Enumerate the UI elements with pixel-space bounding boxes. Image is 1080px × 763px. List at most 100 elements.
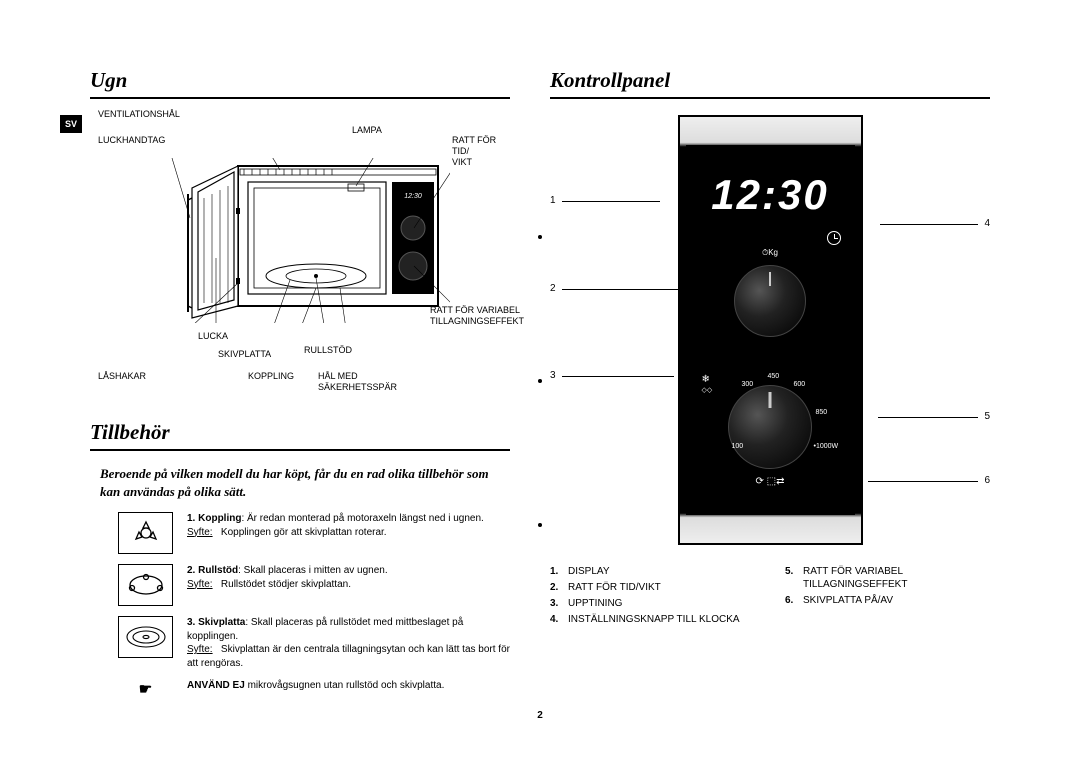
- callout-3: 3: [550, 370, 556, 381]
- right-column: Kontrollpanel 1 2 3 4 5 6 12:30: [550, 68, 990, 733]
- legend-text: SKIVPLATTA PÅ/AV: [803, 594, 893, 607]
- acc-body: : Är redan monterad på motoraxeln längst…: [241, 513, 483, 524]
- accessory-item: 3. Skivplatta: Skall placeras på rullstö…: [118, 616, 510, 670]
- display: 12:30: [701, 165, 840, 225]
- warn-body: mikrovågsugnen utan rullstöd och skivpla…: [245, 680, 445, 691]
- acc-title: Skivplatta: [198, 617, 245, 628]
- legend-num: 4.: [550, 613, 562, 626]
- power-850: 850: [816, 409, 828, 416]
- time-weight-knob[interactable]: [734, 265, 806, 337]
- label-luckhandtag: LUCKHANDTAG: [98, 135, 165, 146]
- power-450: 450: [768, 373, 780, 380]
- callout-5: 5: [984, 411, 990, 422]
- power-300: 300: [742, 381, 754, 388]
- legend-num: 6.: [785, 594, 797, 607]
- legend-num: 3.: [550, 597, 562, 610]
- callout-1: 1: [550, 195, 556, 206]
- syfte-label: Syfte:: [187, 644, 213, 655]
- legend: 1. DISPLAY 2. RATT FÖR TID/VIKT 3. UPPTININ…: [550, 565, 990, 629]
- coupler-icon: [118, 512, 173, 554]
- panel-outer: 12:30 ⏱Kg ❄◇◇ 300 450 600 850 100 •1000W…: [678, 115, 863, 545]
- svg-text:12:30: 12:30: [404, 193, 422, 200]
- control-panel-diagram: 1 2 3 4 5 6 12:30 ⏱Kg: [550, 115, 990, 545]
- legend-text: DISPLAY: [568, 565, 610, 578]
- pointer-icon: ☛: [118, 680, 173, 698]
- acc-num: 2.: [187, 565, 195, 576]
- accessory-item: 2. Rullstöd: Skall placeras i mitten av …: [118, 564, 510, 606]
- acc-title: Rullstöd: [198, 565, 238, 576]
- warning-row: ☛ ANVÄND EJ mikrovågsugnen utan rullstöd…: [90, 680, 510, 698]
- callout-6: 6: [984, 475, 990, 486]
- power-100: 100: [732, 443, 744, 450]
- accessory-list: 1. Koppling: Är redan monterad på motora…: [90, 512, 510, 670]
- acc-num: 3.: [187, 617, 195, 628]
- label-skivplatta: SKIVPLATTA: [218, 349, 271, 360]
- acc-num: 1.: [187, 513, 195, 524]
- left-column: Ugn: [90, 68, 510, 733]
- callout-line: [880, 224, 978, 225]
- turntable-icon: [118, 616, 173, 658]
- legend-text: UPPTINING: [568, 597, 622, 610]
- oven-svg: 12:30: [160, 158, 450, 323]
- legend-item: 1. DISPLAY: [550, 565, 755, 578]
- accessory-text: 1. Koppling: Är redan monterad på motora…: [187, 512, 510, 554]
- label-ratt-var: RATT FÖR VARIABEL TILLAGNINGSEFFEKT: [430, 305, 524, 327]
- section-title-ugn: Ugn: [90, 68, 510, 99]
- callout-line: [562, 201, 660, 202]
- label-hal: HÅL MED SÄKERHETSSPÄR: [318, 371, 397, 393]
- clock-icon: [827, 231, 841, 245]
- legend-text: RATT FÖR TID/VIKT: [568, 581, 661, 594]
- power-600: 600: [794, 381, 806, 388]
- page-number: 2: [537, 710, 543, 721]
- callout-2: 2: [550, 283, 556, 294]
- label-koppling: KOPPLING: [248, 371, 294, 382]
- syfte-label: Syfte:: [187, 579, 213, 590]
- legend-item: 2. RATT FÖR TID/VIKT: [550, 581, 755, 594]
- power-1000: •1000W: [814, 443, 839, 450]
- syfte-text: Kopplingen gör att skivplattan roterar.: [221, 527, 387, 538]
- intro-text: Beroende på vilken modell du har köpt, f…: [90, 465, 510, 500]
- gutter-dots: [538, 235, 542, 527]
- label-lashakar: LÅSHAKAR: [98, 371, 146, 382]
- section-title-tillbehor: Tillbehör: [90, 420, 510, 451]
- label-rullstod: RULLSTÖD: [304, 345, 352, 356]
- callout-line: [868, 481, 978, 482]
- callout-line: [878, 417, 978, 418]
- legend-item: 6. SKIVPLATTA PÅ/AV: [785, 594, 990, 607]
- accessory-text: 2. Rullstöd: Skall placeras i mitten av …: [187, 564, 510, 606]
- power-knob[interactable]: [728, 385, 812, 469]
- legend-num: 1.: [550, 565, 562, 578]
- display-value: 12:30: [711, 171, 828, 219]
- oven-diagram: 12:30: [90, 113, 510, 388]
- legend-col-left: 1. DISPLAY 2. RATT FÖR TID/VIKT 3. UPPTININ…: [550, 565, 755, 629]
- section-title-kontrollpanel: Kontrollpanel: [550, 68, 990, 99]
- acc-body: : Skall placeras i mitten av ugnen.: [238, 565, 388, 576]
- turntable-toggle-icon[interactable]: ⟳ ⬚⇄: [756, 476, 785, 487]
- legend-num: 2.: [550, 581, 562, 594]
- label-lucka: LUCKA: [198, 331, 228, 342]
- syfte-text: Skivplattan är den centrala tillagningsy…: [187, 644, 510, 669]
- legend-item: 4. INSTÄLLNINGSKNAPP TILL KLOCKA: [550, 613, 755, 626]
- legend-text: RATT FÖR VARIABEL TILLAGNINGSEFFEKT: [803, 565, 990, 591]
- accessory-text: 3. Skivplatta: Skall placeras på rullstö…: [187, 616, 510, 670]
- label-lampa: LAMPA: [352, 125, 382, 136]
- legend-num: 5.: [785, 565, 797, 591]
- syfte-text: Rullstödet stödjer skivplattan.: [221, 579, 351, 590]
- weight-time-icon: ⏱Kg: [762, 248, 778, 258]
- roller-ring-icon: [118, 564, 173, 606]
- acc-title: Koppling: [198, 513, 241, 524]
- label-ratt-tid: RATT FÖR TID/ VIKT: [452, 135, 510, 167]
- callout-line: [562, 376, 674, 377]
- legend-col-right: 5.RATT FÖR VARIABEL TILLAGNINGSEFFEKT 6.…: [785, 565, 990, 629]
- warning-text: ANVÄND EJ mikrovågsugnen utan rullstöd o…: [187, 680, 444, 691]
- legend-item: 5.RATT FÖR VARIABEL TILLAGNINGSEFFEKT: [785, 565, 990, 591]
- warn-prefix: ANVÄND EJ: [187, 680, 245, 691]
- defrost-icon: ❄◇◇: [702, 375, 713, 395]
- legend-text: INSTÄLLNINGSKNAPP TILL KLOCKA: [568, 613, 740, 626]
- callout-4: 4: [984, 218, 990, 229]
- panel-inner: 12:30 ⏱Kg ❄◇◇ 300 450 600 850 100 •1000W…: [686, 145, 855, 515]
- accessory-item: 1. Koppling: Är redan monterad på motora…: [118, 512, 510, 554]
- syfte-label: Syfte:: [187, 527, 213, 538]
- legend-item: 3. UPPTINING: [550, 597, 755, 610]
- label-ventilationshal: VENTILATIONSHÅL: [98, 109, 180, 120]
